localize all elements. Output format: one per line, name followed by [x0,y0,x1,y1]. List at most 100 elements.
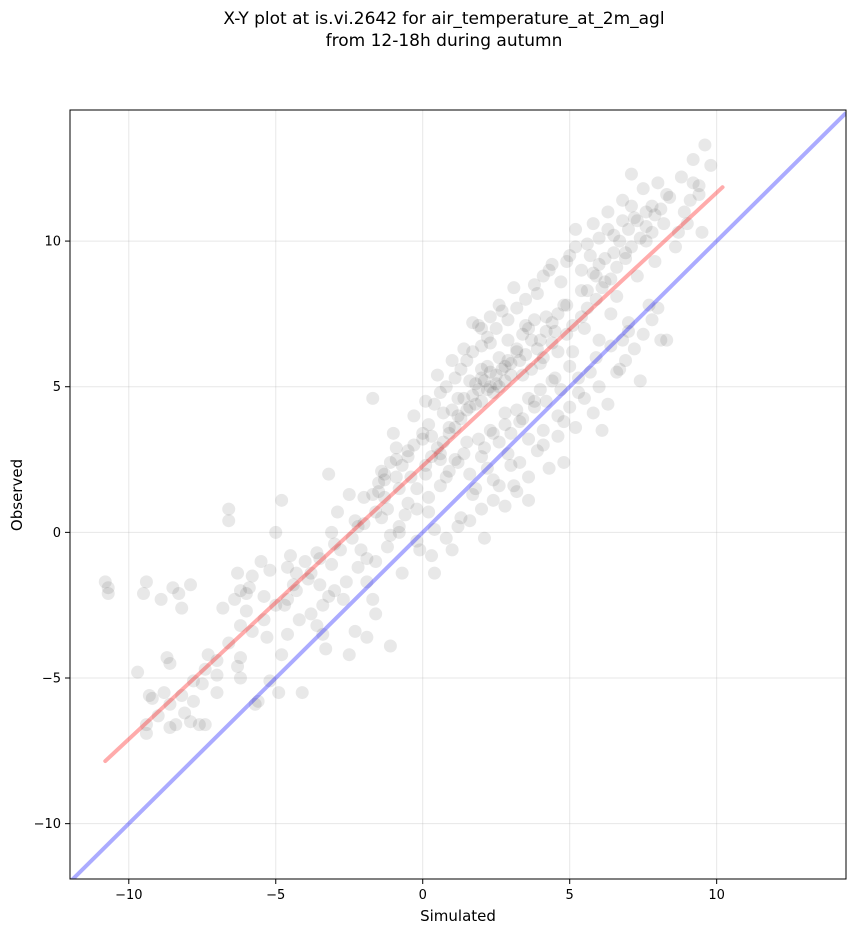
data-point [460,435,474,449]
data-point [542,461,556,475]
data-point [439,531,453,545]
data-point [677,205,691,219]
data-point [560,298,574,312]
data-point [566,319,580,333]
data-point [427,566,441,580]
data-point [619,246,633,260]
data-point [98,575,112,589]
data-point [486,426,500,440]
data-point [616,333,630,347]
data-point [295,686,309,700]
data-point [463,467,477,481]
data-point [151,709,165,723]
data-point [533,356,547,370]
data-point [595,423,609,437]
data-point [233,584,247,598]
data-point [275,648,289,662]
plot-frame [69,109,847,880]
data-point [301,572,315,586]
data-point [195,677,209,691]
data-point [451,520,465,534]
data-point [175,688,189,702]
data-point [392,520,406,534]
data-point [486,473,500,487]
data-point [313,552,327,566]
data-point [624,240,638,254]
data-point [524,362,538,376]
data-point [304,607,318,621]
data-point [566,345,580,359]
data-point [442,464,456,478]
data-point [545,257,559,271]
data-point [648,254,662,268]
data-point [442,426,456,440]
data-point [542,263,556,277]
data-point [448,371,462,385]
data-point [522,321,536,335]
data-point [222,514,236,528]
data-point [448,453,462,467]
x-axis-label: Simulated [420,907,496,925]
data-point [201,648,215,662]
data-point [480,359,494,373]
data-point [536,423,550,437]
data-point [422,505,436,519]
data-point [557,298,571,312]
data-point [477,531,491,545]
data-point [469,482,483,496]
data-point [339,575,353,589]
data-point [345,531,359,545]
data-point [533,333,547,347]
data-point [463,514,477,528]
data-point [436,406,450,420]
data-point [480,330,494,344]
data-point [401,496,415,510]
data-point [592,333,606,347]
data-point [419,394,433,408]
data-point [433,453,447,467]
data-point [621,222,635,236]
data-point [239,604,253,618]
data-point [333,543,347,557]
data-point [254,554,268,568]
data-point [551,307,565,321]
data-point [436,435,450,449]
data-point [257,589,271,603]
data-point [545,374,559,388]
data-point [604,307,618,321]
data-point [142,688,156,702]
data-point [454,412,468,426]
data-point [557,455,571,469]
data-point [604,272,618,286]
data-point [663,190,677,204]
data-point [281,592,295,606]
data-point [498,406,512,420]
data-point [269,598,283,612]
data-point [504,426,518,440]
data-point [560,327,574,341]
data-point [686,153,700,167]
data-point [530,342,544,356]
data-point [460,403,474,417]
data-point [430,441,444,455]
data-point [289,566,303,580]
data-point [257,613,271,627]
data-point [639,205,653,219]
data-point [454,511,468,525]
data-point [378,467,392,481]
data-point [560,254,574,268]
data-point [680,217,694,231]
data-point [131,665,145,679]
data-point [539,394,553,408]
data-point [486,386,500,400]
data-point [639,234,653,248]
data-point [169,718,183,732]
data-point [395,458,409,472]
data-point [536,351,550,365]
data-point [621,324,635,338]
data-point [522,432,536,446]
data-point [475,321,489,335]
data-point [536,438,550,452]
data-point [610,365,624,379]
data-point [231,566,245,580]
